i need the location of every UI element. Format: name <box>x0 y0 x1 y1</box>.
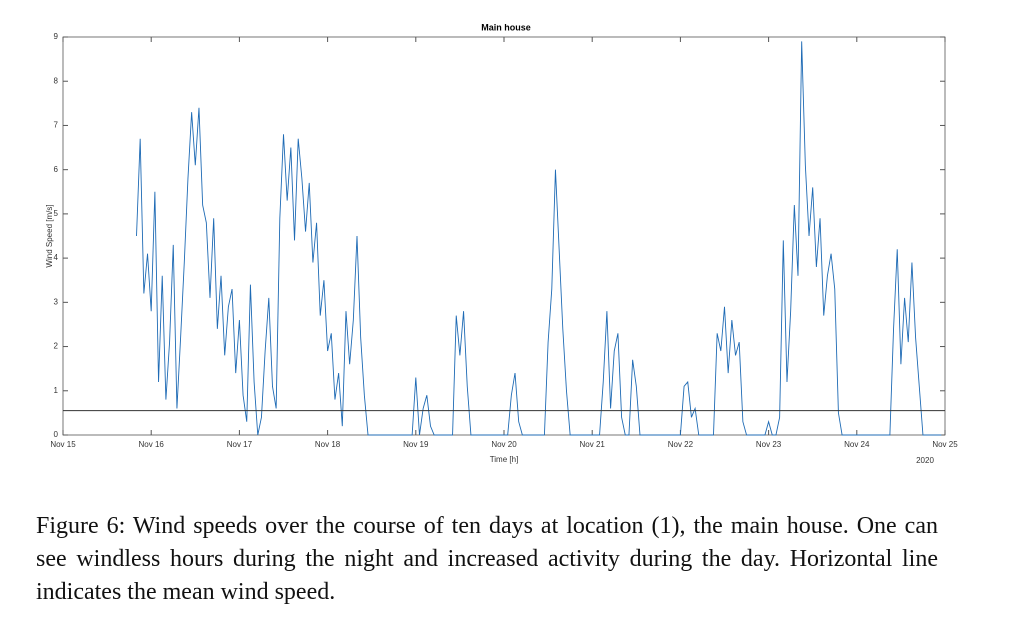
x-axis-label: Time [h] <box>490 455 519 464</box>
x-tick-label: Nov 24 <box>844 440 870 449</box>
x-year-label: 2020 <box>916 456 934 465</box>
y-axis-label: Wind Speed [m/s] <box>45 204 54 267</box>
y-tick-label: 9 <box>54 32 59 41</box>
x-tick-label: Nov 16 <box>139 440 165 449</box>
y-tick-label: 2 <box>54 342 59 351</box>
y-tick-label: 4 <box>54 253 59 262</box>
x-tick-label: Nov 20 <box>491 440 517 449</box>
y-tick-label: 7 <box>54 121 59 130</box>
data-line <box>136 41 942 436</box>
x-tick-label: Nov 17 <box>227 440 253 449</box>
y-tick-label: 5 <box>54 209 59 218</box>
y-tick-label: 8 <box>54 76 59 85</box>
x-tick-label: Nov 21 <box>580 440 606 449</box>
x-tick-label: Nov 25 <box>932 440 958 449</box>
y-tick-label: 6 <box>54 165 59 174</box>
x-tick-label: Nov 23 <box>756 440 782 449</box>
y-tick-label: 3 <box>54 297 59 306</box>
figure-caption: Figure 6: Wind speeds over the course of… <box>36 513 938 605</box>
chart-title: Main house <box>481 22 531 32</box>
y-tick-label: 1 <box>54 386 59 395</box>
x-tick-label: Nov 19 <box>403 440 429 449</box>
x-tick-label: Nov 22 <box>668 440 694 449</box>
chart: Main house Time [h] 2020 Wind Speed [m/s… <box>45 22 958 465</box>
y-tick-label: 0 <box>54 430 59 439</box>
x-tick-label: Nov 15 <box>50 440 76 449</box>
x-tick-label: Nov 18 <box>315 440 341 449</box>
plot-frame <box>62 36 946 436</box>
